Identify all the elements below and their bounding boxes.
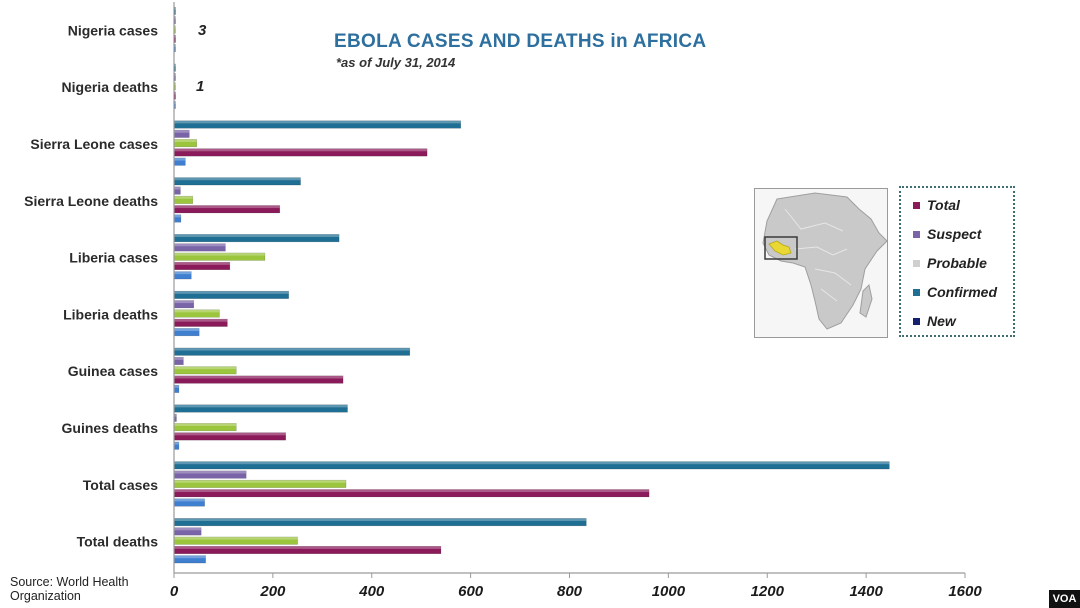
bar-highlight-nigeria-deaths-probable	[174, 82, 176, 86]
category-label-liberia-deaths: Liberia deaths	[63, 306, 158, 322]
bar-highlight-nigeria-cases-probable	[174, 25, 176, 29]
legend-item-confirmed: Confirmed	[913, 283, 997, 301]
category-label-sierra-leone-deaths: Sierra Leone deaths	[24, 193, 158, 209]
bar-highlight-guinea-cases-probable	[174, 366, 237, 370]
category-label-nigeria-cases: Nigeria cases	[68, 22, 158, 38]
legend-label-probable: Probable	[927, 255, 987, 271]
category-label-guines-deaths: Guines deaths	[62, 420, 159, 436]
bar-highlight-nigeria-deaths-confirmed	[174, 63, 176, 67]
bar-highlight-total-deaths-new	[174, 555, 206, 559]
bar-highlight-nigeria-cases-confirmed	[174, 7, 176, 10]
bar-highlight-guinea-cases-confirmed	[174, 347, 410, 351]
bar-highlight-liberia-deaths-total	[174, 319, 228, 322]
source-note: Source: World Health Organization	[10, 575, 129, 603]
x-tick-label-400: 400	[358, 583, 385, 600]
x-tick-label-1600: 1600	[948, 583, 982, 600]
bar-highlight-sierra-leone-cases-new	[174, 157, 186, 161]
bar-highlight-guinea-cases-new	[174, 385, 179, 388]
bar-highlight-sierra-leone-cases-confirmed	[174, 120, 461, 124]
legend-item-suspect: Suspect	[913, 225, 981, 243]
bar-highlight-sierra-leone-deaths-confirmed	[174, 177, 301, 181]
x-tick-label-1200: 1200	[751, 583, 785, 600]
bar-highlight-sierra-leone-deaths-total	[174, 205, 280, 209]
bar-highlight-total-cases-probable	[174, 480, 347, 483]
legend-swatch-probable	[913, 259, 920, 267]
legend-swatch-confirmed	[913, 288, 920, 296]
legend-item-probable: Probable	[913, 254, 987, 272]
x-tick-label-800: 800	[557, 583, 583, 600]
legend-label-new: New	[927, 313, 956, 329]
annotation-nigeria-cases: 3	[198, 22, 207, 39]
chart-legend: Total Suspect Probable Confirmed New	[899, 186, 1015, 337]
bar-highlight-guines-deaths-probable	[174, 423, 237, 426]
bar-highlight-total-cases-total	[174, 489, 650, 493]
chart-subtitle: *as of July 31, 2014	[336, 55, 456, 70]
bar-highlight-nigeria-cases-total	[174, 35, 176, 38]
chart-title: EBOLA CASES AND DEATHS in AFRICA	[334, 31, 707, 52]
bar-highlight-liberia-cases-confirmed	[174, 234, 340, 237]
bar-highlight-liberia-cases-suspect	[174, 243, 226, 247]
category-label-sierra-leone-cases: Sierra Leone cases	[30, 136, 158, 152]
legend-label-total: Total	[927, 197, 960, 213]
x-tick-label-1000: 1000	[652, 583, 686, 600]
annotation-nigeria-deaths: 1	[196, 78, 205, 95]
legend-swatch-new	[913, 317, 920, 325]
legend-swatch-suspect	[913, 230, 920, 238]
bar-highlight-nigeria-cases-new	[174, 44, 176, 47]
bar-highlight-total-deaths-suspect	[174, 527, 202, 531]
bar-highlight-total-deaths-confirmed	[174, 518, 587, 521]
legend-item-new: New	[913, 312, 956, 330]
bar-highlight-total-deaths-probable	[174, 536, 298, 540]
legend-label-confirmed: Confirmed	[927, 284, 997, 300]
x-tick-label-1400: 1400	[849, 583, 883, 600]
category-label-nigeria-deaths: Nigeria deaths	[62, 79, 159, 95]
bar-highlight-total-deaths-total	[174, 546, 441, 549]
bar-highlight-sierra-leone-cases-suspect	[174, 130, 190, 133]
bar-highlight-liberia-cases-total	[174, 262, 230, 265]
bar-highlight-sierra-leone-deaths-new	[174, 214, 181, 218]
bars-group	[173, 6, 890, 564]
bar-highlight-guinea-cases-total	[174, 375, 344, 379]
category-label-total-deaths: Total deaths	[77, 534, 159, 550]
bar-highlight-guines-deaths-new	[174, 441, 179, 445]
category-labels: Nigeria cases Nigeria deaths Sierra Leone …	[24, 22, 158, 549]
bar-highlight-liberia-deaths-new	[174, 328, 200, 331]
bar-highlight-sierra-leone-deaths-probable	[174, 196, 193, 199]
x-tick-label-0: 0	[170, 583, 179, 600]
bar-highlight-nigeria-deaths-new	[174, 101, 176, 104]
legend-label-suspect: Suspect	[927, 226, 982, 242]
bar-highlight-guinea-cases-suspect	[174, 357, 184, 360]
axes-group	[173, 2, 966, 578]
tick-labels: 0 200 400 600 800 1000 1200 1400 1600	[170, 583, 983, 600]
bar-highlight-sierra-leone-cases-probable	[174, 139, 197, 142]
category-label-guinea-cases: Guinea cases	[68, 363, 158, 379]
category-label-liberia-cases: Liberia cases	[69, 250, 158, 266]
legend-item-total: Total	[913, 196, 960, 214]
bar-highlight-nigeria-deaths-total	[174, 91, 176, 95]
bar-highlight-sierra-leone-deaths-suspect	[174, 186, 181, 190]
category-label-total-cases: Total cases	[83, 477, 158, 493]
bar-highlight-liberia-cases-probable	[174, 252, 265, 256]
africa-map-icon	[754, 188, 888, 338]
bar-highlight-guines-deaths-total	[174, 432, 286, 436]
x-tick-label-600: 600	[458, 583, 484, 600]
bar-highlight-nigeria-deaths-suspect	[174, 73, 176, 76]
bar-highlight-total-cases-confirmed	[174, 461, 890, 465]
bar-highlight-guines-deaths-confirmed	[174, 404, 348, 408]
bar-highlight-liberia-deaths-probable	[174, 309, 220, 313]
bar-highlight-total-cases-new	[174, 498, 205, 502]
bar-highlight-total-cases-suspect	[174, 470, 247, 474]
bar-highlight-liberia-cases-new	[174, 271, 192, 275]
x-tick-label-200: 200	[259, 583, 286, 600]
legend-swatch-total	[913, 201, 920, 209]
bar-highlight-sierra-leone-cases-total	[174, 148, 428, 152]
bar-highlight-liberia-deaths-suspect	[174, 300, 194, 304]
bar-highlight-guines-deaths-suspect	[174, 414, 177, 417]
voa-logo: VOA	[1049, 590, 1080, 608]
bar-highlight-liberia-deaths-confirmed	[174, 291, 289, 294]
bar-highlight-nigeria-cases-suspect	[174, 16, 176, 20]
